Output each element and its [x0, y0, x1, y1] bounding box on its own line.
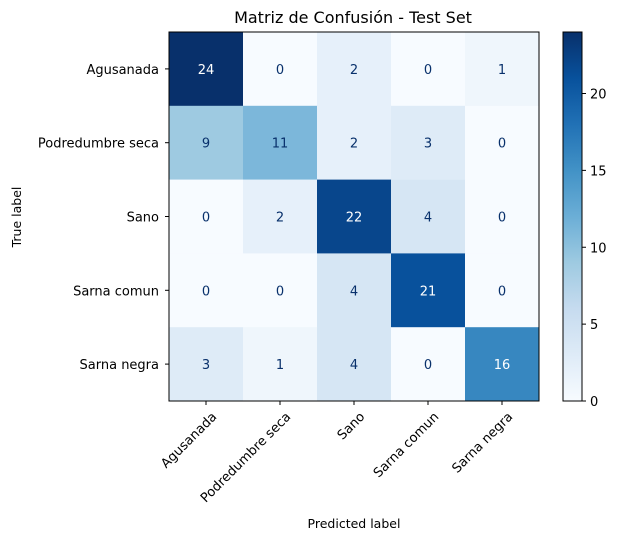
cell-value: 4	[424, 211, 432, 226]
cell-value: 16	[494, 358, 511, 373]
matrix-cell	[169, 105, 244, 180]
x-axis-label: Predicted label	[308, 516, 401, 531]
matrix-cell	[317, 32, 392, 107]
matrix-cell	[391, 179, 466, 254]
colorbar	[562, 31, 583, 402]
cell-value: 0	[498, 211, 506, 226]
colorbar-tick-label: 5	[590, 318, 598, 333]
matrix-cell	[465, 32, 540, 107]
cell-value: 22	[346, 211, 363, 226]
cell-value: 0	[424, 358, 432, 373]
cell-value: 3	[424, 137, 432, 152]
matrix-cell	[465, 327, 540, 402]
matrix-cell	[317, 105, 392, 180]
x-tick-label: Agusanada	[158, 410, 220, 472]
matrix-cells	[169, 32, 540, 402]
cell-value: 2	[276, 211, 284, 226]
y-tick-label: Agusanada	[86, 63, 159, 78]
matrix-cell	[243, 327, 318, 402]
y-tick-label: Sarna comun	[73, 284, 159, 299]
matrix-cell	[465, 253, 540, 328]
y-tick-label: Sano	[127, 211, 159, 226]
colorbar-tick-label: 10	[590, 241, 607, 256]
cell-value: 3	[202, 358, 210, 373]
x-tick-label: Sarna comun	[371, 410, 442, 481]
cell-value: 1	[276, 358, 284, 373]
cell-value: 0	[424, 63, 432, 78]
cell-value: 0	[276, 284, 284, 299]
matrix-cell	[391, 327, 466, 402]
cell-value: 4	[350, 284, 358, 299]
x-tick-label: Sano	[335, 410, 369, 444]
matrix-cell	[243, 105, 318, 180]
y-tick-label: Podredumbre seca	[38, 137, 159, 152]
matrix-cell	[317, 327, 392, 402]
y-axis-ticks: Agusanada Podredumbre seca Sano Sarna comun…	[38, 63, 169, 373]
cell-value: 24	[198, 63, 215, 78]
cell-value: 21	[420, 284, 437, 299]
cell-value: 2	[350, 63, 358, 78]
cell-value: 0	[202, 284, 210, 299]
y-axis-label: True label	[9, 187, 24, 249]
cell-value: 4	[350, 358, 358, 373]
cell-value: 1	[498, 63, 506, 78]
cell-value: 0	[498, 284, 506, 299]
cell-value: 0	[498, 137, 506, 152]
cell-value: 11	[272, 137, 289, 152]
matrix-cell	[243, 32, 318, 107]
matrix-cell	[169, 327, 244, 402]
x-tick-label: Sarna negra	[449, 410, 516, 477]
matrix-cell-values: 24 0 2 0 19 11 2 3 00 2 22 4 00 0 4 21 03 1 4 0 16	[198, 63, 511, 373]
matrix-cell	[465, 105, 540, 180]
matrix-cell	[169, 179, 244, 254]
cell-value: 0	[202, 211, 210, 226]
chart-title: Matriz de Confusión - Test Set	[234, 8, 472, 27]
matrix-cell	[391, 253, 466, 328]
matrix-cell	[391, 105, 466, 180]
matrix-cell	[317, 253, 392, 328]
colorbar-tick-label: 15	[590, 164, 607, 179]
matrix-cell	[169, 253, 244, 328]
colorbar-tick-label: 0	[590, 395, 598, 410]
matrix-cell	[243, 253, 318, 328]
matrix-cell	[391, 32, 466, 107]
cell-value: 0	[276, 63, 284, 78]
matrix-cell	[243, 179, 318, 254]
matrix-cell	[317, 179, 392, 254]
cell-value: 9	[202, 137, 210, 152]
matrix-cell	[465, 179, 540, 254]
colorbar-tick-label: 20	[590, 88, 607, 103]
matrix-cell	[169, 32, 244, 107]
y-tick-label: Sarna negra	[80, 358, 159, 373]
cell-value: 2	[350, 137, 358, 152]
colorbar-ticks: 0 5 10 15 20	[582, 88, 607, 410]
